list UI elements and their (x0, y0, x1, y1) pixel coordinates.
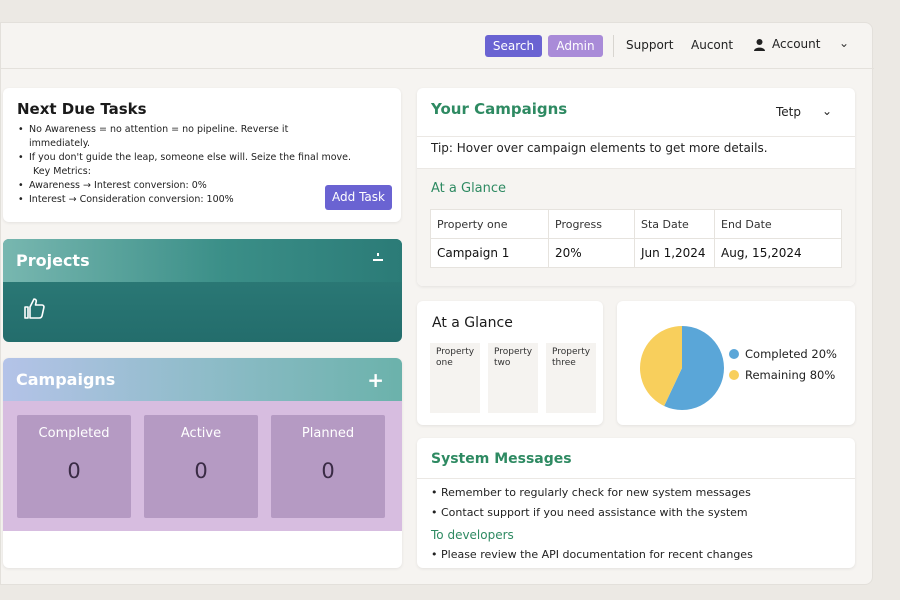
message-text: Remember to regularly check for new syst… (441, 486, 751, 499)
search-button[interactable]: Search (485, 35, 542, 57)
legend-completed: Completed 20% (729, 347, 837, 361)
task-item: Awareness → Interest conversion: 0% (17, 179, 387, 193)
pie-slice-remaining[interactable] (640, 326, 682, 407)
campaigns-header: Campaigns + (3, 358, 402, 401)
message-item: • Please review the API documentation fo… (431, 548, 753, 561)
task-item: Interest → Consideration conversion: 100… (17, 193, 387, 207)
top-bar: Search Admin Support Aucont Account ⌄ (1, 23, 874, 69)
task-item: If you don't guide the leap, someone els… (17, 151, 387, 165)
thumbs-up-icon[interactable] (23, 296, 47, 326)
table-cell: Campaign 1 (430, 238, 549, 268)
your-campaigns-title: Your Campaigns (431, 100, 568, 118)
legend-label: Completed 20% (745, 347, 837, 361)
tasks-list: No Awareness = no attention = no pipelin… (17, 123, 387, 207)
task-item: No Awareness = no attention = no pipelin… (17, 123, 387, 137)
legend-remaining: Remaining 80% (729, 368, 835, 382)
message-text: Contact support if you need assistance w… (441, 506, 748, 519)
task-item: Key Metrics: (33, 166, 91, 177)
glance-title: At a Glance (431, 181, 507, 196)
column-header: Progress (548, 209, 635, 239)
aucont-link[interactable]: Aucont (691, 38, 734, 52)
add-campaign-icon[interactable]: + (367, 368, 384, 392)
account-label: Account (772, 37, 821, 51)
stat-active[interactable]: Active 0 (144, 415, 258, 518)
legend-swatch (729, 370, 739, 380)
legend-label: Remaining 80% (745, 368, 836, 382)
message-item: • Contact support if you need assistance… (431, 506, 748, 519)
chevron-down-icon[interactable]: ⌄ (822, 104, 833, 118)
table-cell: Jun 1,2024 (634, 238, 715, 268)
add-task-button[interactable]: Add Task (325, 185, 392, 210)
tasks-title: Next Due Tasks (17, 100, 147, 118)
stat-value: 0 (67, 459, 81, 483)
chevron-down-icon[interactable]: ⌄ (839, 36, 850, 50)
property-tile[interactable]: Property two (488, 343, 538, 413)
campaign-filter-dropdown[interactable]: Tetp (776, 105, 801, 119)
stat-value: 0 (194, 459, 208, 483)
stat-completed[interactable]: Completed 0 (17, 415, 131, 518)
projects-card: Projects (3, 239, 402, 342)
divider (417, 136, 855, 137)
message-item: • Remember to regularly check for new sy… (431, 486, 751, 499)
progress-pie-chart (640, 326, 724, 410)
at-a-glance-title: At a Glance (432, 315, 513, 331)
user-icon (754, 38, 765, 51)
campaigns-table: Property one Progress Sta Date End Date … (430, 209, 842, 268)
stat-planned[interactable]: Planned 0 (271, 415, 385, 518)
property-tile[interactable]: Property three (546, 343, 596, 413)
table-cell: 20% (548, 238, 635, 268)
projects-title: Projects (16, 251, 90, 270)
divider (417, 478, 855, 479)
task-item: immediately. (29, 138, 90, 149)
progress-pie-card: Completed 20% Remaining 80% (617, 301, 855, 425)
legend-swatch (729, 349, 739, 359)
campaigns-title: Campaigns (16, 370, 116, 389)
your-campaigns-card: Your Campaigns Tetp ⌄ Tip: Hover over ca… (417, 88, 855, 286)
system-messages-title: System Messages (431, 451, 572, 467)
campaigns-stats: Completed 0 Active 0 Planned 0 (3, 401, 402, 531)
support-link[interactable]: Support (626, 38, 674, 52)
property-tile[interactable]: Property one (430, 343, 480, 413)
account-menu[interactable]: Account (753, 37, 820, 51)
stat-label: Completed (38, 426, 110, 441)
campaigns-card: Campaigns + Completed 0 Active 0 Planned… (3, 358, 402, 568)
column-header: Sta Date (634, 209, 715, 239)
table-row[interactable]: Campaign 1 20% Jun 1,2024 Aug, 15,2024 (430, 238, 842, 268)
table-header-row: Property one Progress Sta Date End Date (430, 209, 842, 239)
projects-header: Projects (3, 239, 402, 282)
developers-title: To developers (431, 528, 514, 542)
column-header: Property one (430, 209, 549, 239)
system-messages-card: System Messages • Remember to regularly … (417, 438, 855, 568)
stat-label: Planned (301, 426, 355, 441)
tip-text: Tip: Hover over campaign elements to get… (431, 141, 768, 155)
column-header: End Date (714, 209, 842, 239)
message-text: Please review the API documentation for … (441, 548, 753, 561)
collapse-icon[interactable] (372, 251, 384, 267)
at-a-glance-card: At a Glance Property one Property two Pr… (417, 301, 603, 425)
stat-value: 0 (321, 459, 335, 483)
stat-label: Active (180, 426, 222, 441)
admin-button[interactable]: Admin (548, 35, 603, 57)
pie-slice-completed[interactable] (664, 326, 724, 410)
header-divider (613, 35, 614, 57)
table-cell: Aug, 15,2024 (714, 238, 842, 268)
